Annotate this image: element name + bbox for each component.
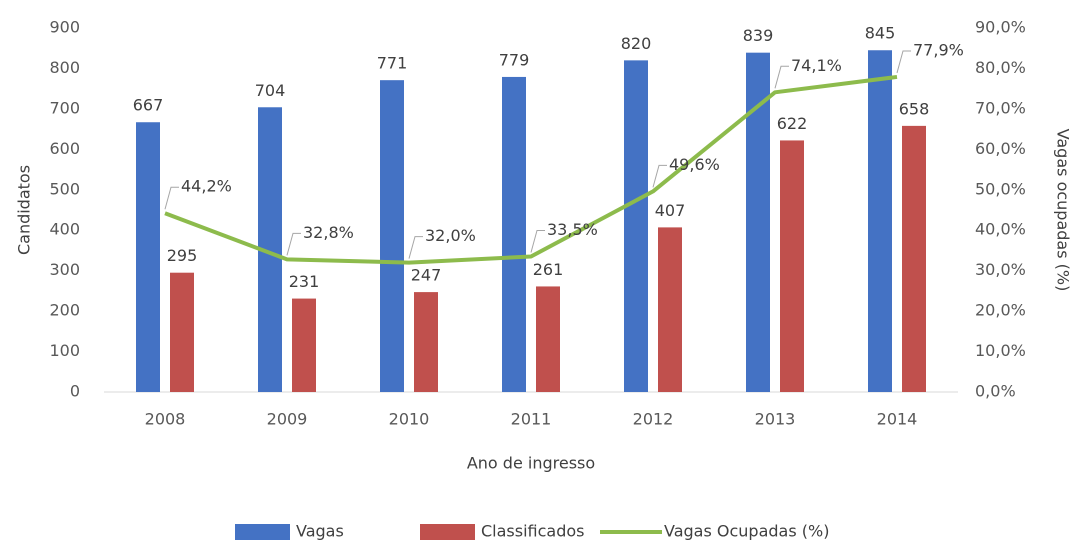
leader-line bbox=[896, 50, 911, 74]
legend-swatch bbox=[235, 524, 290, 540]
bar-value-label: 704 bbox=[255, 81, 286, 100]
bar bbox=[536, 286, 560, 392]
bar bbox=[780, 140, 804, 392]
y2-tick-label: 30,0% bbox=[975, 260, 1026, 279]
bar-value-label: 771 bbox=[377, 54, 408, 73]
bar-value-label: 820 bbox=[621, 34, 652, 53]
legend-label: Vagas bbox=[296, 522, 344, 541]
x-tick-label: 2012 bbox=[633, 410, 674, 429]
x-tick-label: 2008 bbox=[145, 410, 186, 429]
bar bbox=[414, 292, 438, 392]
bar-value-label: 261 bbox=[533, 260, 564, 279]
bar-value-label: 622 bbox=[777, 114, 808, 133]
line-value-label: 74,1% bbox=[791, 56, 842, 75]
y-tick-label: 900 bbox=[49, 18, 80, 37]
y2-tick-label: 40,0% bbox=[975, 220, 1026, 239]
y2-tick-label: 0,0% bbox=[975, 382, 1016, 401]
y-tick-label: 600 bbox=[49, 139, 80, 158]
y-tick-label: 700 bbox=[49, 98, 80, 117]
y-tick-label: 500 bbox=[49, 179, 80, 198]
y2-tick-label: 70,0% bbox=[975, 98, 1026, 117]
bar-value-label: 839 bbox=[743, 26, 774, 45]
bar-value-label: 231 bbox=[289, 272, 320, 291]
y-tick-label: 100 bbox=[49, 341, 80, 360]
bar bbox=[170, 272, 194, 392]
legend-swatch bbox=[420, 524, 475, 540]
leader-line bbox=[286, 232, 301, 256]
y2-tick-label: 50,0% bbox=[975, 179, 1026, 198]
bar bbox=[136, 122, 160, 392]
line-value-label: 77,9% bbox=[913, 40, 964, 59]
bar bbox=[292, 298, 316, 392]
leader-line bbox=[408, 236, 423, 259]
y-tick-label: 400 bbox=[49, 220, 80, 239]
line-value-label: 44,2% bbox=[181, 177, 232, 196]
leader-line bbox=[774, 65, 789, 89]
bar-value-label: 845 bbox=[865, 24, 896, 43]
y2-axis-title: Vagas ocupadas (%) bbox=[1054, 129, 1073, 292]
bar-value-label: 658 bbox=[899, 99, 930, 118]
y-axis-title: Candidatos bbox=[15, 165, 34, 255]
line-value-label: 33,5% bbox=[547, 220, 598, 239]
y2-tick-label: 20,0% bbox=[975, 301, 1026, 320]
bar bbox=[746, 52, 770, 392]
bar bbox=[380, 80, 404, 392]
leader-line bbox=[530, 230, 545, 253]
bar bbox=[902, 125, 926, 393]
bar-value-label: 295 bbox=[167, 246, 198, 265]
x-tick-label: 2010 bbox=[389, 410, 430, 429]
bar bbox=[868, 50, 892, 392]
line bbox=[164, 74, 898, 265]
y2-tick-label: 80,0% bbox=[975, 58, 1026, 77]
bar-value-label: 407 bbox=[655, 201, 686, 220]
x-tick-label: 2014 bbox=[877, 410, 918, 429]
x-axis-title: Ano de ingresso bbox=[467, 454, 595, 473]
y2-tick-label: 90,0% bbox=[975, 18, 1026, 37]
line-value-label: 49,6% bbox=[669, 155, 720, 174]
line-value-label: 32,0% bbox=[425, 226, 476, 245]
bar bbox=[502, 76, 526, 392]
x-tick-label: 2011 bbox=[511, 410, 552, 429]
x-tick-label: 2013 bbox=[755, 410, 796, 429]
y-tick-label: 200 bbox=[49, 301, 80, 320]
bar-value-label: 779 bbox=[499, 50, 530, 69]
y-tick-label: 0 bbox=[70, 382, 80, 401]
bar bbox=[658, 227, 682, 392]
leader-line bbox=[164, 186, 179, 210]
bar-value-label: 247 bbox=[411, 266, 442, 285]
line-value-label: 32,8% bbox=[303, 223, 354, 242]
y-tick-label: 300 bbox=[49, 260, 80, 279]
leader-line bbox=[652, 164, 667, 188]
legend-label: Classificados bbox=[481, 522, 585, 541]
x-tick-label: 2009 bbox=[267, 410, 308, 429]
bar-value-label: 667 bbox=[133, 96, 164, 115]
y-tick-label: 800 bbox=[49, 58, 80, 77]
legend-label: Vagas Ocupadas (%) bbox=[664, 522, 829, 541]
y2-tick-label: 60,0% bbox=[975, 139, 1026, 158]
y2-tick-label: 10,0% bbox=[975, 341, 1026, 360]
bar bbox=[624, 60, 648, 392]
